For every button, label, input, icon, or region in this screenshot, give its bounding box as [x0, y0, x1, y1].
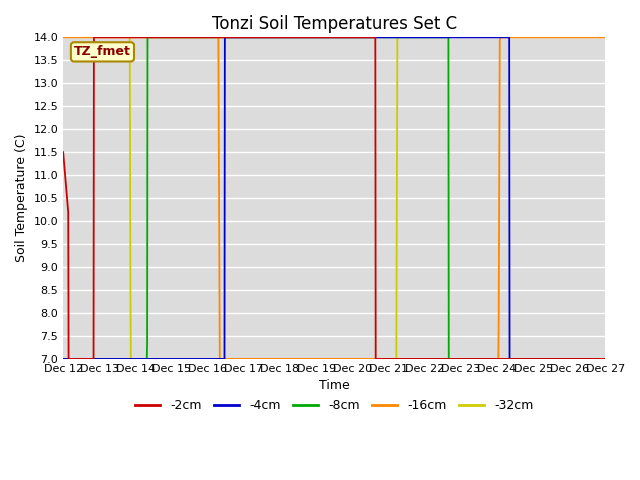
Text: TZ_fmet: TZ_fmet [74, 46, 131, 59]
Y-axis label: Soil Temperature (C): Soil Temperature (C) [15, 134, 28, 263]
X-axis label: Time: Time [319, 379, 349, 392]
Title: Tonzi Soil Temperatures Set C: Tonzi Soil Temperatures Set C [212, 15, 457, 33]
Legend: -2cm, -4cm, -8cm, -16cm, -32cm: -2cm, -4cm, -8cm, -16cm, -32cm [130, 394, 538, 417]
